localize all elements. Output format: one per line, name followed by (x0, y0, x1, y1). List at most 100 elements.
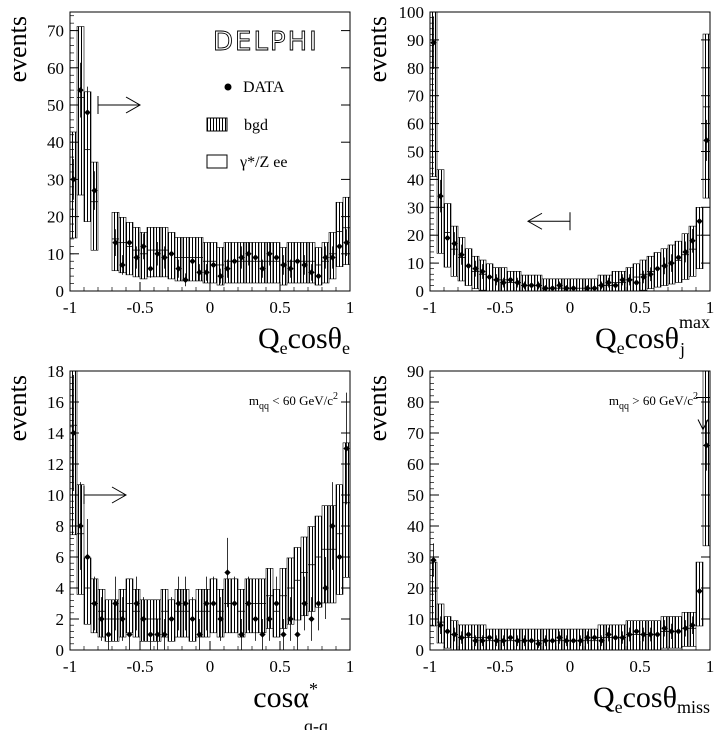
data-point (301, 261, 308, 269)
data-point (696, 587, 703, 595)
data-point (280, 631, 287, 638)
data-point (528, 637, 535, 644)
y-tick-label: 70 (407, 87, 424, 106)
x-tick-label: 1 (346, 298, 355, 317)
y-tick-label: 90 (407, 31, 424, 50)
cut-arrow-head (125, 96, 142, 114)
y-tick-label: 8 (56, 517, 65, 536)
x-tick-label: 1 (346, 657, 355, 676)
data-point (633, 628, 640, 635)
y-tick-label: 0 (56, 641, 65, 660)
x-tick-label: 0 (566, 657, 575, 676)
y-axis-label: events (363, 375, 392, 441)
data-point (549, 637, 556, 644)
data-point (577, 637, 584, 644)
data-point (315, 600, 322, 607)
y-tick-label: 2 (56, 610, 65, 629)
data-point (500, 279, 507, 286)
bgd-bar (576, 278, 585, 292)
data-point (465, 631, 472, 638)
data-point (647, 631, 654, 638)
data-point (682, 625, 689, 632)
data-point (126, 239, 133, 246)
data-point (598, 637, 605, 644)
data-point (287, 615, 294, 623)
data-point (500, 637, 507, 644)
data-point (549, 285, 556, 292)
data-point (654, 265, 661, 272)
data-point (294, 631, 301, 638)
panel-top-left: 0 10 20 30 40 50 60 70 -1 -0.5 0 0.5 1 events Qecosθe (3, 11, 355, 358)
y-tick-label: 20 (47, 208, 64, 227)
y-tick-label: 80 (407, 59, 424, 78)
data-point (280, 261, 287, 269)
x-tick-label: -1 (63, 298, 77, 317)
data-point (542, 285, 549, 292)
y-tick-label: 80 (407, 393, 424, 412)
data-point (465, 262, 472, 270)
bgd-bar (702, 33, 711, 199)
bgd-bar (293, 547, 302, 621)
y-tick-label: 40 (47, 133, 64, 152)
data-point (472, 637, 479, 644)
y-tick-label: 50 (47, 96, 64, 115)
data-point (329, 522, 336, 530)
data-point (619, 276, 626, 283)
x-tick-label: -1 (423, 657, 437, 676)
y-tick-label: 10 (47, 245, 64, 264)
cut-arrow-head (111, 486, 128, 504)
panel-bottom-left: 0 2 4 6 8 10 12 14 16 18 -1 -0.5 0 0.5 1 events cosα* q-q… (3, 362, 354, 730)
data-point (626, 276, 633, 283)
y-tick-label: 18 (47, 362, 64, 381)
data-point (287, 265, 294, 272)
y-tick-label: 0 (416, 282, 425, 301)
y-tick-label: 0 (416, 641, 425, 660)
x-tick-label: 0.5 (269, 298, 290, 317)
data-point (224, 569, 231, 576)
y-tick-label: 20 (407, 579, 424, 598)
data-point (273, 600, 280, 607)
data-point (322, 254, 329, 261)
data-point (472, 265, 479, 272)
legend-data-marker (224, 83, 232, 91)
y-tick-label: 60 (407, 115, 424, 134)
data-point (507, 276, 514, 283)
data-point (570, 637, 577, 644)
x-axis-sublabel: q-q (304, 716, 328, 730)
legend-data-label: DATA (243, 79, 285, 96)
data-point (535, 640, 542, 647)
data-point (507, 634, 514, 641)
data-point (689, 622, 696, 629)
panel-top-right: 0 10 20 30 40 50 60 70 80 90 100 -1 -0.5 0 0.5 1 events Q… (363, 3, 714, 359)
data-point (77, 87, 84, 94)
data-point (640, 273, 647, 281)
data-point (259, 631, 266, 638)
y-tick-label: 60 (47, 59, 64, 78)
y-axis-label: events (3, 375, 32, 441)
cut-arrow-head (697, 419, 709, 431)
x-axis-label: Qecosθmax j (595, 312, 710, 359)
data-point (266, 615, 273, 623)
data-point (486, 273, 493, 281)
cut-arrow-head (526, 212, 543, 230)
y-tick-label: 30 (407, 548, 424, 567)
y-tick-label: 50 (407, 486, 424, 505)
data-point (245, 250, 252, 257)
data-point (112, 239, 119, 246)
y-tick-label: 12 (47, 455, 64, 474)
x-tick-label: -0.5 (487, 657, 514, 676)
data-point (451, 631, 458, 638)
legend-signal-label: γ*/Z ee (239, 154, 288, 171)
y-tick-label: 40 (407, 170, 424, 189)
data-point (675, 254, 682, 261)
legend-bgd-swatch (206, 117, 228, 132)
data-point (259, 265, 266, 272)
mass-cut-label: mqq < 60 GeV/c2 (249, 391, 338, 412)
x-axis-label: Qecosθe (258, 322, 350, 358)
y-tick-label: 50 (407, 143, 424, 162)
y-tick-label: 10 (407, 610, 424, 629)
data-point (301, 600, 308, 607)
data-point (343, 445, 350, 452)
data-point (584, 285, 591, 292)
